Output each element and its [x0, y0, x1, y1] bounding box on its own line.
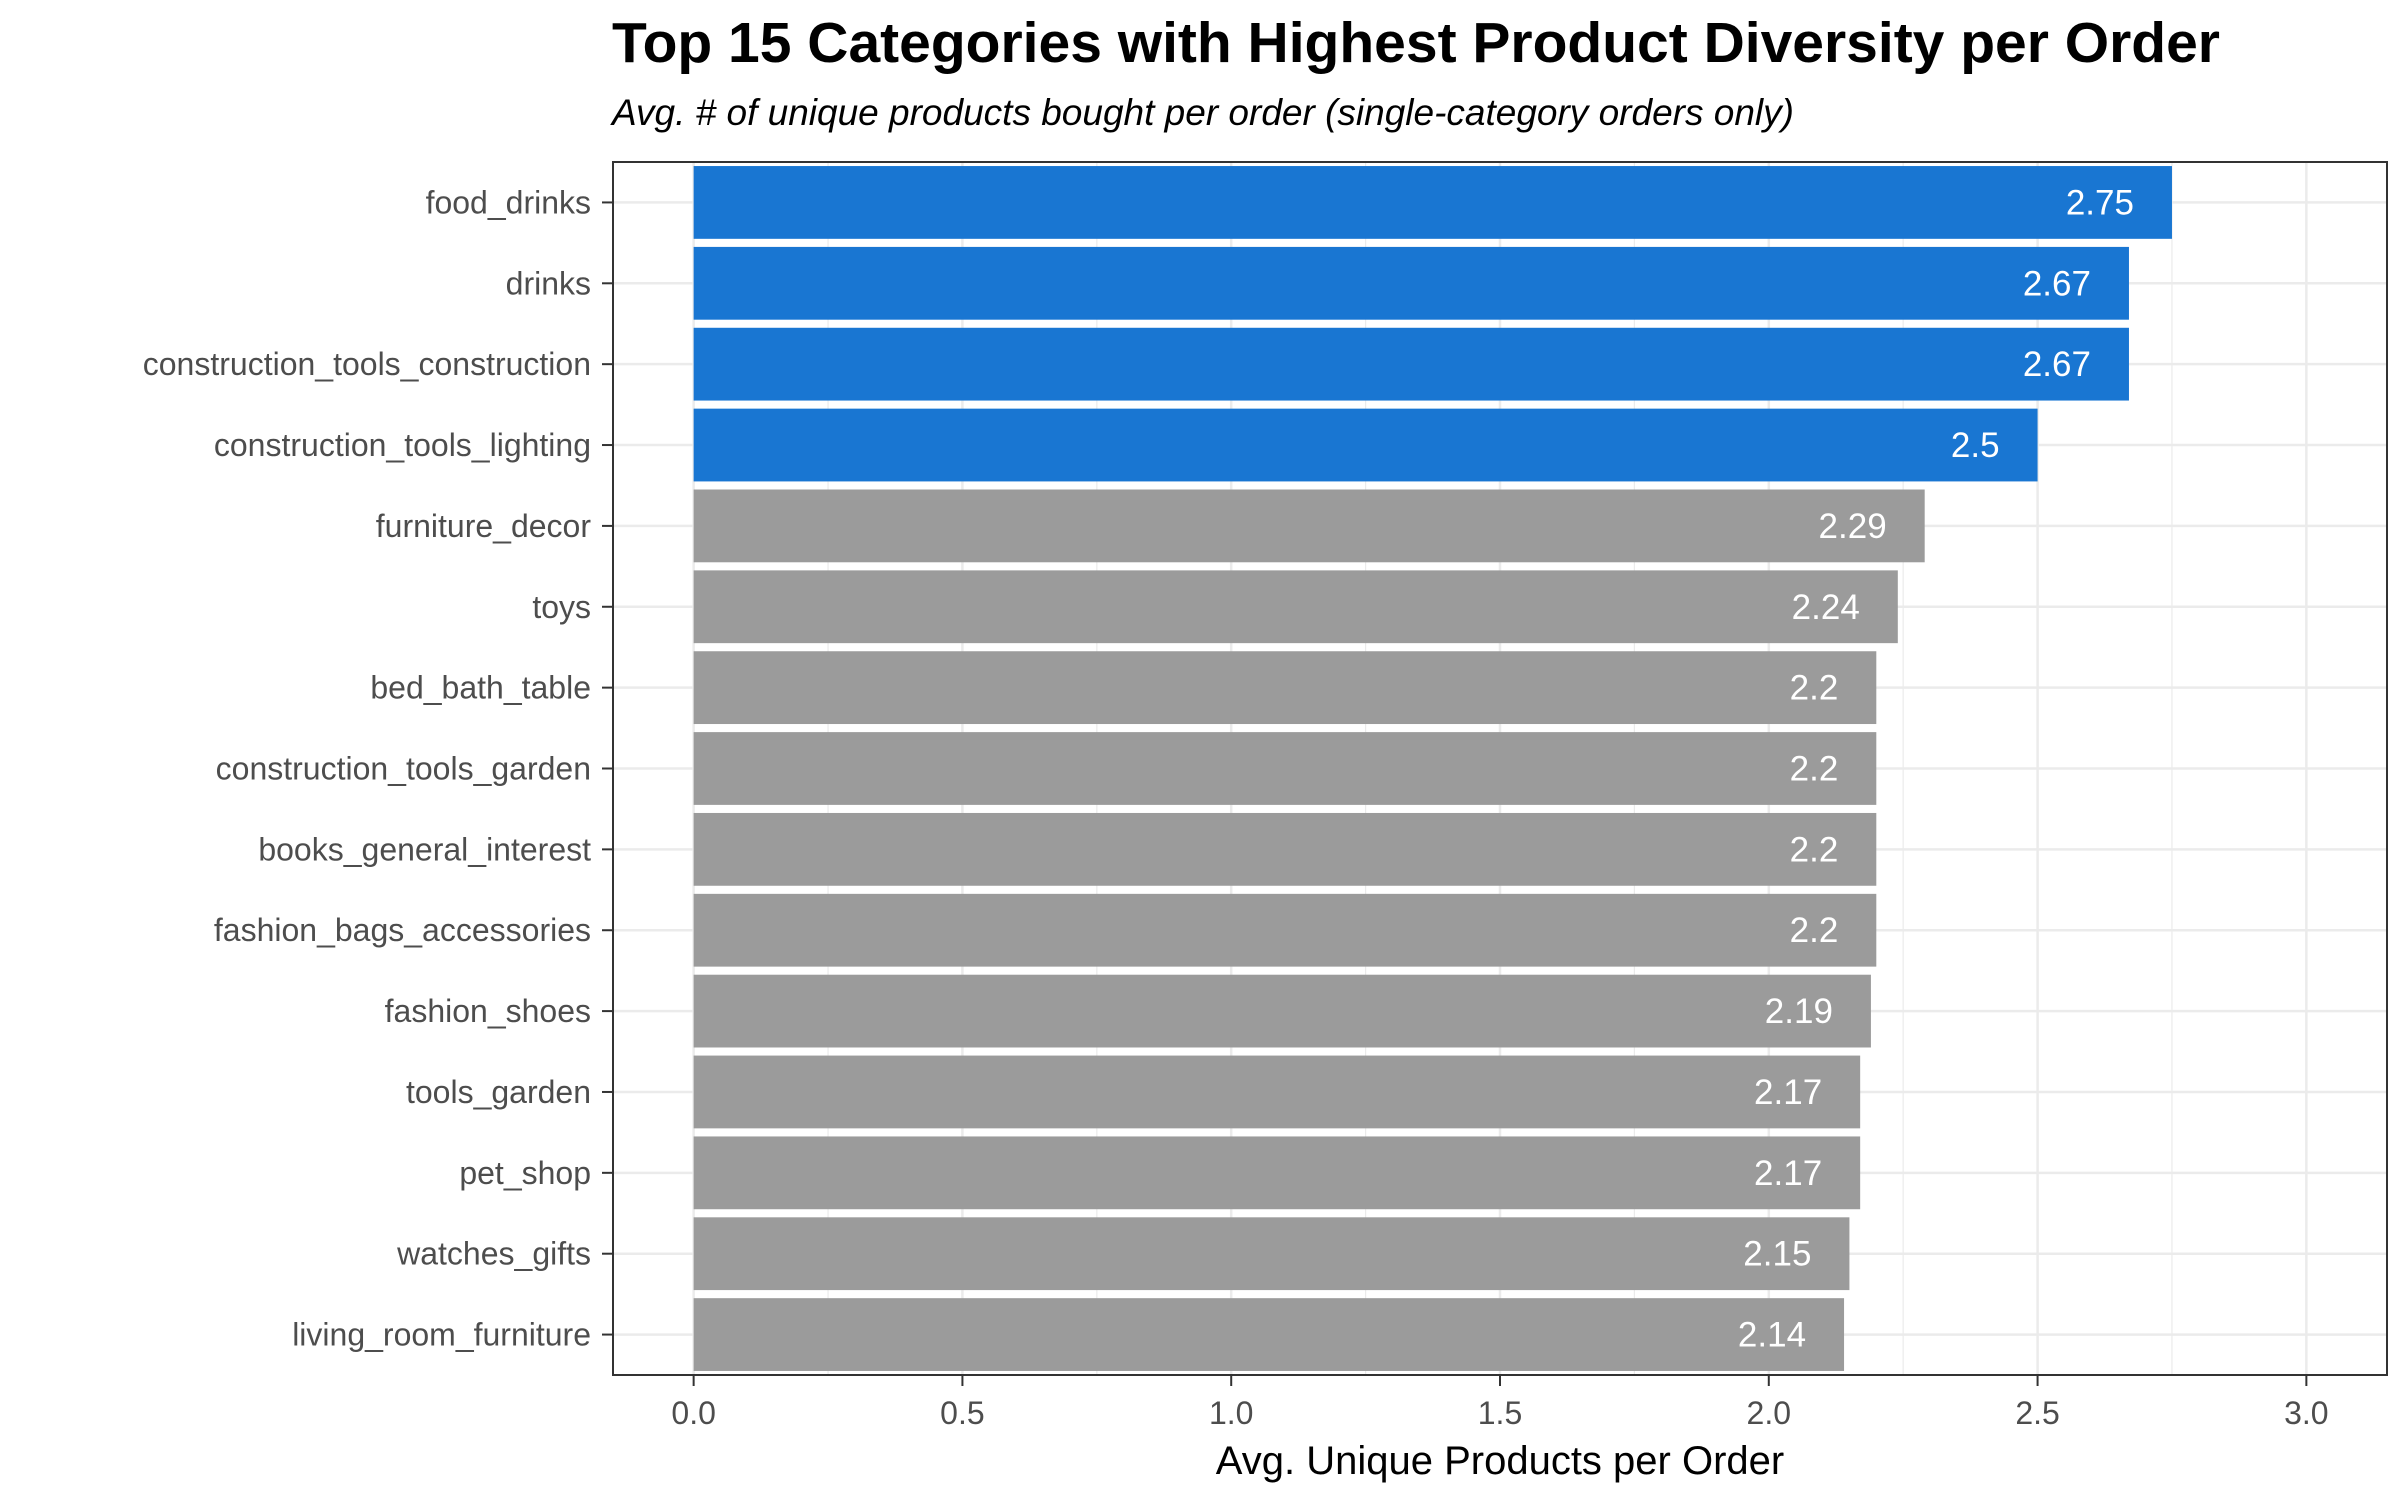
bar-value-labels: 2.75 2.67 2.67 2.5 2.29 2.24 2.2 2.2 2.2 2.2 2.19 2… — [1738, 183, 2134, 1354]
bar — [693, 732, 1877, 805]
y-tick-label: fashion_bags_accessories — [214, 912, 591, 948]
bar-value-label: 2.19 — [1765, 992, 1833, 1031]
y-tick-label: construction_tools_construction — [143, 346, 591, 382]
bar-value-label: 2.5 — [1951, 426, 2000, 465]
y-tick-label: living_room_furniture — [292, 1317, 591, 1353]
y-tick-label: pet_shop — [459, 1155, 591, 1191]
y-tick-label: construction_tools_lighting — [214, 427, 591, 463]
bar-value-label: 2.17 — [1754, 1073, 1822, 1112]
y-tick-label: books_general_interest — [258, 831, 591, 867]
bar — [693, 812, 1877, 886]
bar-value-label: 2.15 — [1743, 1235, 1811, 1274]
bar-value-label: 2.14 — [1738, 1316, 1806, 1355]
bar-value-label: 2.67 — [2023, 345, 2091, 384]
bar — [693, 246, 2129, 320]
bar — [693, 327, 2129, 401]
x-tick-label: 2.0 — [1747, 1395, 1791, 1431]
x-tick-label: 1.0 — [1209, 1395, 1253, 1431]
y-tick-label: drinks — [506, 265, 591, 301]
bar — [693, 1217, 1850, 1291]
x-axis: 0.0 0.5 1.0 1.5 2.0 2.5 3.0 — [671, 1375, 2329, 1431]
bar-value-label: 2.24 — [1792, 588, 1860, 627]
x-tick-label: 0.0 — [671, 1395, 715, 1431]
bar — [693, 974, 1871, 1048]
x-tick-label: 1.5 — [1478, 1395, 1522, 1431]
y-tick-label: furniture_decor — [376, 508, 592, 544]
bar-value-label: 2.2 — [1790, 830, 1839, 869]
x-tick-label: 3.0 — [2284, 1395, 2328, 1431]
x-axis-title: Avg. Unique Products per Order — [1216, 1439, 1784, 1483]
bar — [693, 1055, 1861, 1129]
y-tick-label: watches_gifts — [396, 1236, 591, 1272]
bar-value-label: 2.29 — [1819, 507, 1887, 546]
bar — [693, 1298, 1845, 1371]
y-tick-label: toys — [532, 589, 591, 625]
y-tick-label: bed_bath_table — [370, 670, 591, 706]
chart-title: Top 15 Categories with Highest Product D… — [612, 11, 2220, 75]
y-tick-label: food_drinks — [426, 184, 591, 220]
bars — [693, 166, 2172, 1371]
bar — [693, 651, 1877, 725]
bar-value-label: 2.67 — [2023, 264, 2091, 303]
bar-value-label: 2.17 — [1754, 1154, 1822, 1193]
bar — [693, 408, 2038, 482]
bar — [693, 570, 1898, 644]
y-tick-label: construction_tools_garden — [216, 751, 591, 787]
bar-value-label: 2.2 — [1790, 750, 1839, 789]
bar — [693, 893, 1877, 967]
x-tick-label: 2.5 — [2015, 1395, 2059, 1431]
bar-value-label: 2.2 — [1790, 669, 1839, 708]
bar — [693, 166, 2172, 239]
y-tick-label: tools_garden — [406, 1074, 591, 1110]
bar-value-label: 2.75 — [2066, 183, 2134, 222]
chart-subtitle: Avg. # of unique products bought per ord… — [612, 92, 1794, 133]
bar-value-label: 2.2 — [1790, 911, 1839, 950]
bar — [693, 1136, 1861, 1210]
bar — [693, 489, 1925, 563]
x-tick-label: 0.5 — [940, 1395, 984, 1431]
y-tick-label: fashion_shoes — [385, 993, 591, 1029]
